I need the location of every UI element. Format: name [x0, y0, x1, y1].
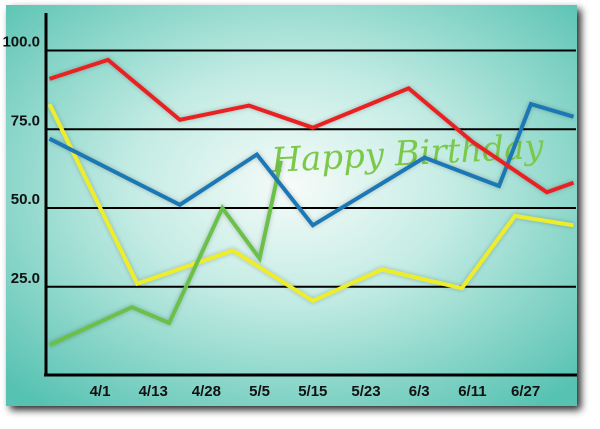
x-tick-label: 5/15 — [298, 383, 327, 400]
x-tick-label: 4/13 — [139, 383, 168, 400]
y-tick-label: 75.0 — [11, 112, 40, 129]
x-tick-label: 5/5 — [249, 383, 270, 400]
x-tick-label: 5/23 — [351, 383, 380, 400]
series-line-1 — [48, 101, 575, 228]
x-tick-label: 6/3 — [409, 383, 430, 400]
x-tick-label: 6/27 — [511, 383, 540, 400]
series-line-0 — [48, 57, 575, 195]
x-tick-label: 4/1 — [90, 383, 111, 400]
y-tick-label: 25.0 — [11, 270, 40, 287]
x-tick-labels: 4/1 4/13 4/28 5/5 5/15 5/23 6/3 6/11 6/27 — [90, 383, 541, 400]
series-line-3 — [48, 160, 283, 347]
series-lines — [47, 57, 575, 347]
series-line-2 — [47, 103, 574, 304]
x-tick-label: 4/28 — [192, 383, 221, 400]
x-tick-label: 6/11 — [458, 383, 486, 400]
y-tick-label: 100.0 — [2, 34, 40, 51]
y-tick-label: 50.0 — [11, 191, 40, 208]
y-tick-labels: 25.0 50.0 75.0 100.0 — [2, 34, 40, 287]
